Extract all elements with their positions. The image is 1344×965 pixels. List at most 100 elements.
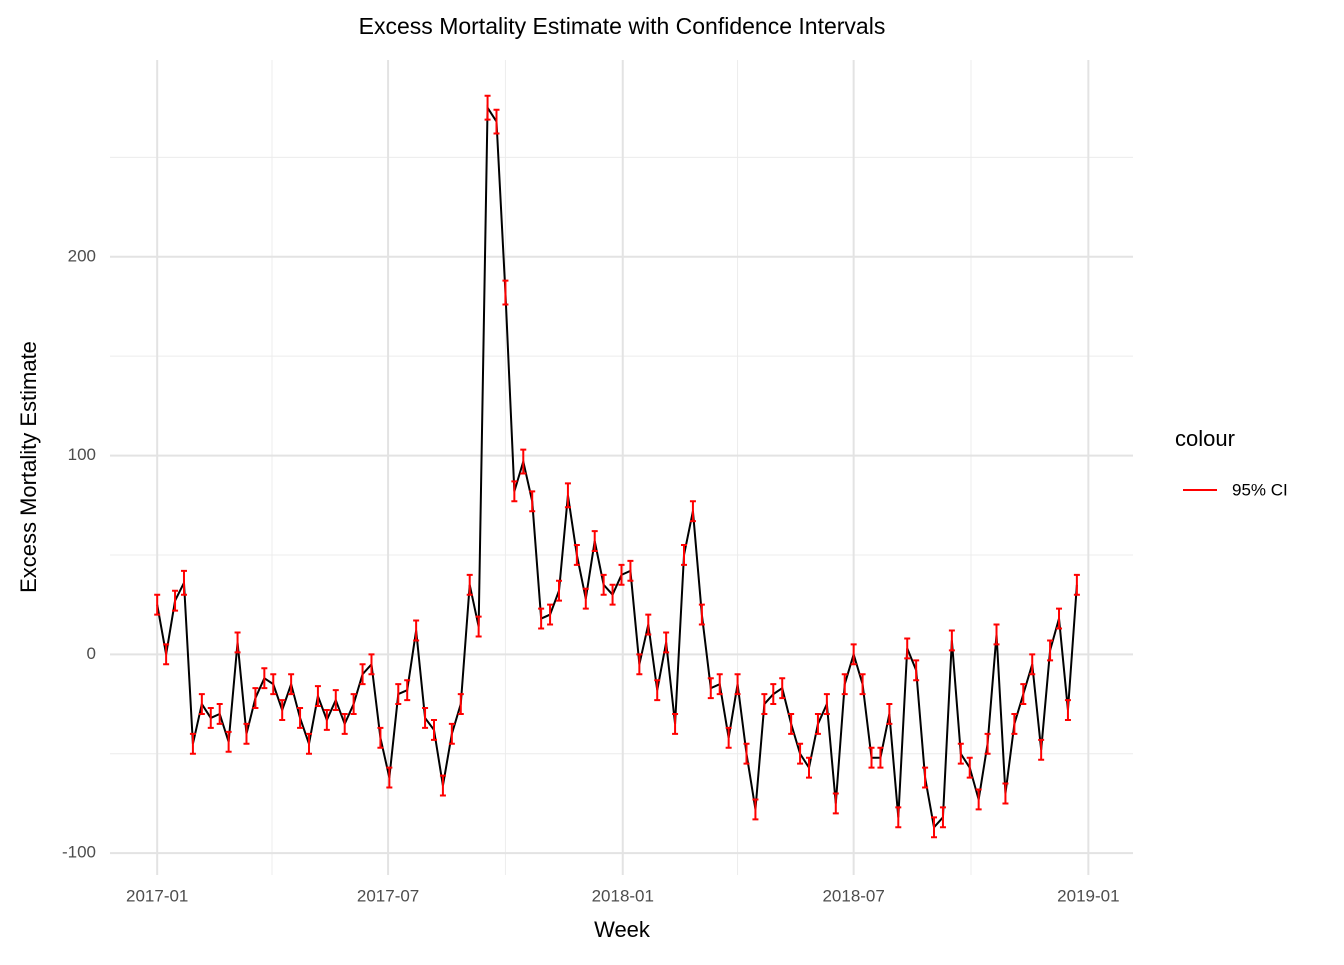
error-bar	[323, 709, 330, 731]
error-bar	[1002, 782, 1009, 805]
error-bar	[457, 693, 464, 715]
x-axis-title: Week	[594, 917, 651, 942]
error-bar	[573, 544, 580, 566]
error-bar	[475, 615, 482, 638]
error-bar	[707, 677, 714, 700]
error-bar	[609, 583, 616, 606]
y-tick-label: 100	[68, 445, 96, 464]
error-bar	[672, 712, 679, 735]
error-bar	[645, 613, 652, 636]
y-tick-label: 200	[68, 246, 96, 265]
error-bar	[439, 774, 446, 797]
chart-title: Excess Mortality Estimate with Confidenc…	[359, 13, 886, 39]
y-tick-label: 0	[87, 644, 96, 663]
error-bar	[386, 766, 393, 789]
error-bar	[904, 637, 911, 660]
error-bar	[1073, 573, 1080, 596]
error-bar	[859, 673, 866, 696]
y-axis-title: Excess Mortality Estimate	[16, 341, 41, 593]
error-bar	[172, 589, 179, 612]
error-bar	[198, 693, 205, 715]
error-bar	[261, 667, 268, 690]
error-bar	[547, 603, 554, 626]
error-bar	[341, 712, 348, 735]
error-bar	[350, 693, 357, 715]
error-bar	[618, 563, 625, 586]
error-bar	[797, 742, 804, 765]
error-bar	[823, 693, 830, 715]
error-bar	[663, 631, 670, 654]
error-bar	[1011, 712, 1018, 735]
error-bar	[1064, 699, 1071, 721]
error-bar	[520, 448, 527, 475]
error-bar	[252, 687, 259, 710]
error-bar	[1029, 653, 1036, 676]
x-tick-label: 2018-01	[592, 886, 654, 905]
error-bar	[984, 732, 991, 755]
error-bar	[975, 788, 982, 811]
error-bar	[966, 756, 973, 779]
error-bar	[189, 732, 196, 755]
error-bar	[413, 619, 420, 642]
error-bar	[654, 679, 661, 702]
error-bar	[689, 500, 696, 523]
error-bar	[814, 712, 821, 735]
error-bar	[948, 629, 955, 652]
error-bar	[716, 673, 723, 696]
error-bar	[877, 746, 884, 769]
error-bar	[502, 279, 509, 306]
error-bar	[922, 766, 929, 789]
error-bar	[538, 607, 545, 630]
error-bar	[806, 756, 813, 779]
error-bar	[832, 792, 839, 815]
error-bar	[993, 623, 1000, 646]
x-tick-label: 2017-01	[126, 886, 188, 905]
y-tick-label: -100	[62, 843, 96, 862]
error-bar	[297, 707, 304, 729]
error-bar	[511, 480, 518, 503]
error-bar	[913, 659, 920, 682]
error-bar	[529, 490, 536, 513]
error-bar	[886, 703, 893, 725]
error-bar	[163, 643, 170, 666]
error-bar	[180, 569, 187, 596]
x-tick-label: 2017-07	[357, 886, 419, 905]
error-bar	[404, 679, 411, 702]
error-bar	[743, 742, 750, 765]
legend-title: colour	[1175, 426, 1235, 451]
error-bar	[931, 816, 938, 839]
error-bar	[582, 587, 589, 610]
error-bar	[555, 579, 562, 602]
error-bar	[243, 722, 250, 745]
error-bar	[939, 806, 946, 829]
error-bar	[752, 798, 759, 821]
error-bar	[1038, 738, 1045, 761]
error-bar	[377, 726, 384, 749]
error-bar	[868, 746, 875, 769]
error-bar	[225, 730, 232, 753]
error-bar	[1020, 683, 1027, 706]
error-bar	[154, 593, 161, 616]
error-bar	[636, 653, 643, 676]
error-bar	[430, 718, 437, 741]
error-bar	[957, 742, 964, 765]
error-bar	[234, 631, 241, 654]
error-bar	[368, 653, 375, 676]
error-bar	[1056, 607, 1063, 630]
x-tick-label: 2018-07	[822, 886, 884, 905]
error-bar	[734, 673, 741, 696]
error-bar	[1047, 639, 1054, 662]
line	[156, 104, 1078, 830]
error-bar	[216, 703, 223, 725]
error-bar	[288, 673, 295, 696]
error-bar	[564, 482, 571, 509]
error-bar	[761, 693, 768, 715]
error-bar	[779, 677, 786, 700]
error-bar	[466, 573, 473, 596]
error-bar	[493, 108, 500, 135]
error-bar	[788, 712, 795, 735]
error-bar	[305, 732, 312, 755]
error-bar	[850, 643, 857, 666]
error-bar	[770, 683, 777, 706]
